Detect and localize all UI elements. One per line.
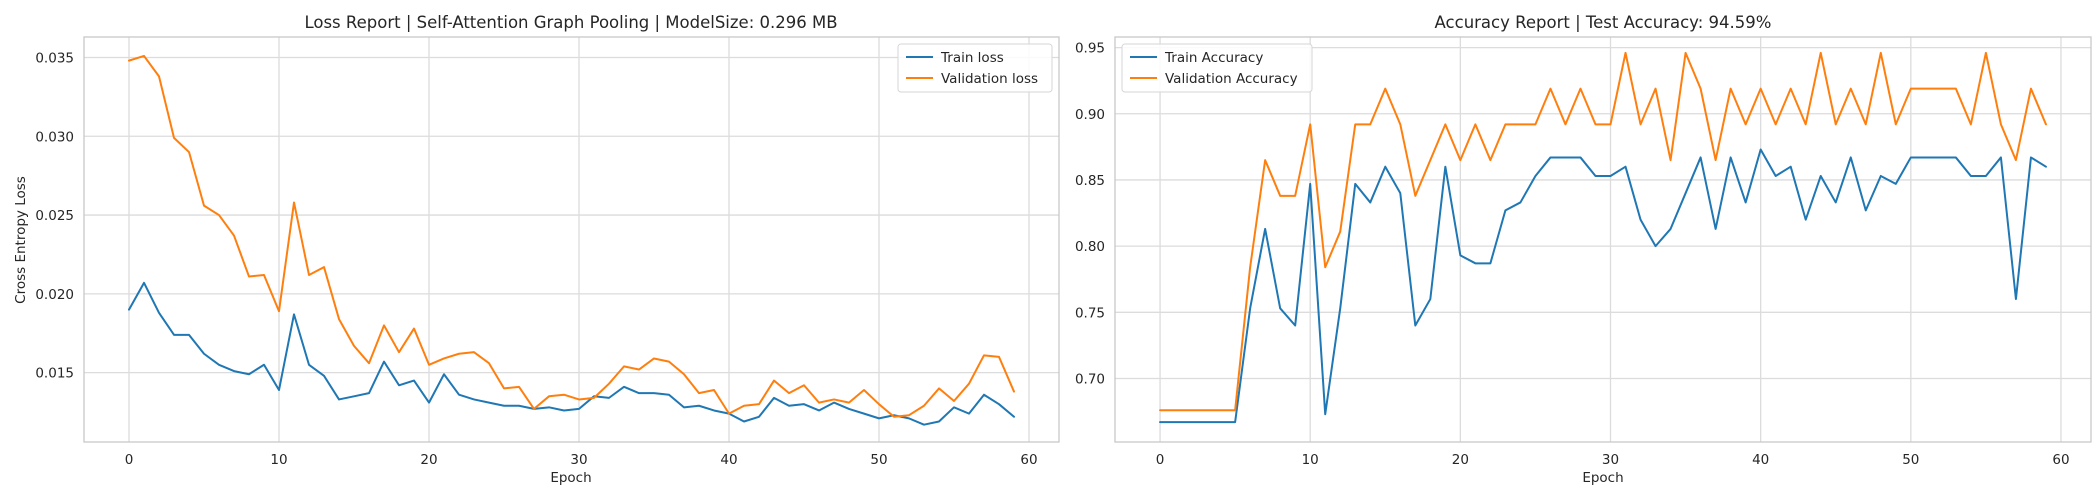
accuracy-series-layer (1159, 51, 2047, 424)
accuracy-x-tick-label: 60 (2052, 452, 2069, 468)
loss-x-tick-label: 60 (1020, 452, 1037, 468)
accuracy-x-tick-label: 10 (1302, 452, 1319, 468)
accuracy-y-tick-label: 0.80 (1075, 239, 1105, 255)
loss-x-tick-label: 50 (870, 452, 887, 468)
accuracy-y-tick-label: 0.90 (1075, 107, 1105, 123)
accuracy-y-tick-label: 0.75 (1075, 305, 1105, 321)
loss-y-tick-label: 0.015 (35, 366, 74, 382)
legend-label-validation-accuracy: Validation Accuracy (1165, 71, 1298, 87)
accuracy-x-ticks: 0 10 20 30 40 50 60 (1156, 452, 2070, 468)
loss-legend: Train loss Validation loss (897, 43, 1053, 93)
accuracy-x-tick-label: 20 (1452, 452, 1469, 468)
loss-series-layer (128, 54, 1015, 426)
loss-plot-frame (83, 36, 1060, 443)
accuracy-legend-box (1121, 43, 1313, 93)
loss-y-tick-label: 0.020 (35, 287, 74, 303)
accuracy-x-tick-label: 50 (1902, 452, 1919, 468)
loss-x-ticks: 0 10 20 30 40 50 60 (125, 452, 1038, 468)
loss-y-tick-label: 0.025 (35, 208, 74, 224)
accuracy-x-tick-label: 30 (1602, 452, 1619, 468)
accuracy-y-tick-label: 0.70 (1075, 371, 1105, 387)
accuracy-y-tick-label: 0.95 (1075, 41, 1105, 57)
accuracy-gridlines (1115, 37, 2091, 442)
legend-label-validation-loss: Validation loss (941, 71, 1038, 87)
accuracy-series-line-validation-accuracy (1159, 51, 2047, 412)
loss-gridlines (84, 37, 1059, 442)
loss-y-ticks: 0.015 0.020 0.025 0.030 0.035 (35, 50, 74, 381)
loss-chart-title: Loss Report | Self-Attention Graph Pooli… (304, 13, 837, 32)
accuracy-panel: 0 10 20 30 40 50 60 0.70 0.75 0.80 0.85 0.90 0.95 A… (1075, 13, 2092, 486)
loss-y-tick-label: 0.035 (35, 50, 74, 66)
accuracy-x-tick-label: 0 (1156, 452, 1165, 468)
legend-label-train-accuracy: Train Accuracy (1164, 50, 1263, 66)
accuracy-x-tick-label: 40 (1752, 452, 1769, 468)
loss-x-axis-label: Epoch (550, 470, 591, 486)
accuracy-legend: Train Accuracy Validation Accuracy (1121, 43, 1313, 93)
loss-x-tick-label: 40 (720, 452, 737, 468)
loss-panel: 0 10 20 30 40 50 60 0.0150.0200.0250.0300.035 … (13, 13, 1060, 486)
accuracy-plot-frame (1114, 36, 2092, 443)
loss-x-tick-label: 0 (125, 452, 134, 468)
accuracy-x-axis-label: Epoch (1582, 470, 1623, 486)
accuracy-series-line-train-accuracy (1159, 148, 2047, 424)
loss-series-line-train-loss (128, 281, 1015, 426)
loss-series-line-validation-loss (128, 54, 1015, 418)
accuracy-y-ticks: 0.70 0.75 0.80 0.85 0.90 0.95 (1075, 41, 1105, 388)
accuracy-y-tick-label: 0.85 (1075, 173, 1105, 189)
accuracy-chart-title: Accuracy Report | Test Accuracy: 94.59% (1435, 13, 1772, 32)
loss-legend-box (897, 43, 1053, 93)
loss-y-axis-label: Cross Entropy Loss (13, 176, 29, 304)
loss-y-tick-label: 0.030 (35, 129, 74, 145)
legend-label-train-loss: Train loss (940, 50, 1004, 66)
loss-x-tick-label: 30 (570, 452, 587, 468)
loss-x-tick-label: 10 (270, 452, 287, 468)
loss-x-tick-label: 20 (420, 452, 437, 468)
